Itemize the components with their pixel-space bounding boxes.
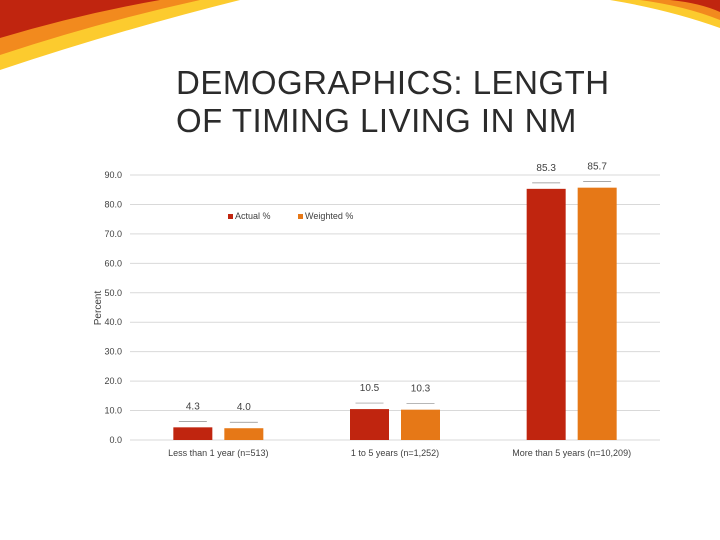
slide-title: DEMOGRAPHICS: LENGTH OF TIMING LIVING IN… bbox=[176, 64, 676, 140]
x-category-label: 1 to 5 years (n=1,252) bbox=[351, 448, 439, 458]
y-axis-label: Percent bbox=[93, 291, 104, 326]
legend-swatch bbox=[298, 214, 303, 219]
bar bbox=[224, 428, 264, 440]
y-tick-label: 0.0 bbox=[109, 435, 122, 445]
swoosh-right-red bbox=[670, 0, 720, 12]
x-category-label: More than 5 years (n=10,209) bbox=[512, 448, 631, 458]
bar bbox=[526, 188, 566, 440]
y-tick-label: 30.0 bbox=[104, 347, 122, 357]
y-tick-label: 80.0 bbox=[104, 199, 122, 209]
decorative-swoosh bbox=[0, 0, 720, 70]
swoosh-red-band bbox=[0, 0, 160, 38]
y-tick-label: 60.0 bbox=[104, 258, 122, 268]
legend-label: Actual % bbox=[235, 211, 271, 221]
bar bbox=[577, 187, 617, 440]
data-label: 4.3 bbox=[186, 401, 200, 412]
slide-title-line-1: DEMOGRAPHICS: LENGTH bbox=[176, 64, 610, 101]
y-tick-label: 20.0 bbox=[104, 376, 122, 386]
bar bbox=[401, 409, 440, 440]
y-tick-label: 10.0 bbox=[104, 406, 122, 416]
x-category-label: Less than 1 year (n=513) bbox=[168, 448, 268, 458]
legend-swatch bbox=[228, 214, 233, 219]
y-tick-label: 90.0 bbox=[104, 170, 122, 180]
bar-chart: 0.0 10.0 20.0 30.0 40.0 50.0 60.0 70.0 80.0 90.0 P… bbox=[93, 162, 660, 458]
data-label: 4.0 bbox=[237, 402, 251, 413]
y-tick-label: 50.0 bbox=[104, 288, 122, 298]
bar bbox=[350, 409, 389, 440]
y-tick-label: 40.0 bbox=[104, 317, 122, 327]
y-tick-label: 70.0 bbox=[104, 229, 122, 239]
data-label: 10.3 bbox=[411, 384, 431, 395]
legend-label: Weighted % bbox=[305, 211, 353, 221]
data-label: 10.5 bbox=[360, 383, 380, 394]
data-label: 85.3 bbox=[536, 163, 556, 174]
bar bbox=[173, 427, 213, 440]
data-label: 85.7 bbox=[587, 162, 607, 173]
slide-title-line-2: OF TIMING LIVING IN NM bbox=[176, 102, 577, 139]
